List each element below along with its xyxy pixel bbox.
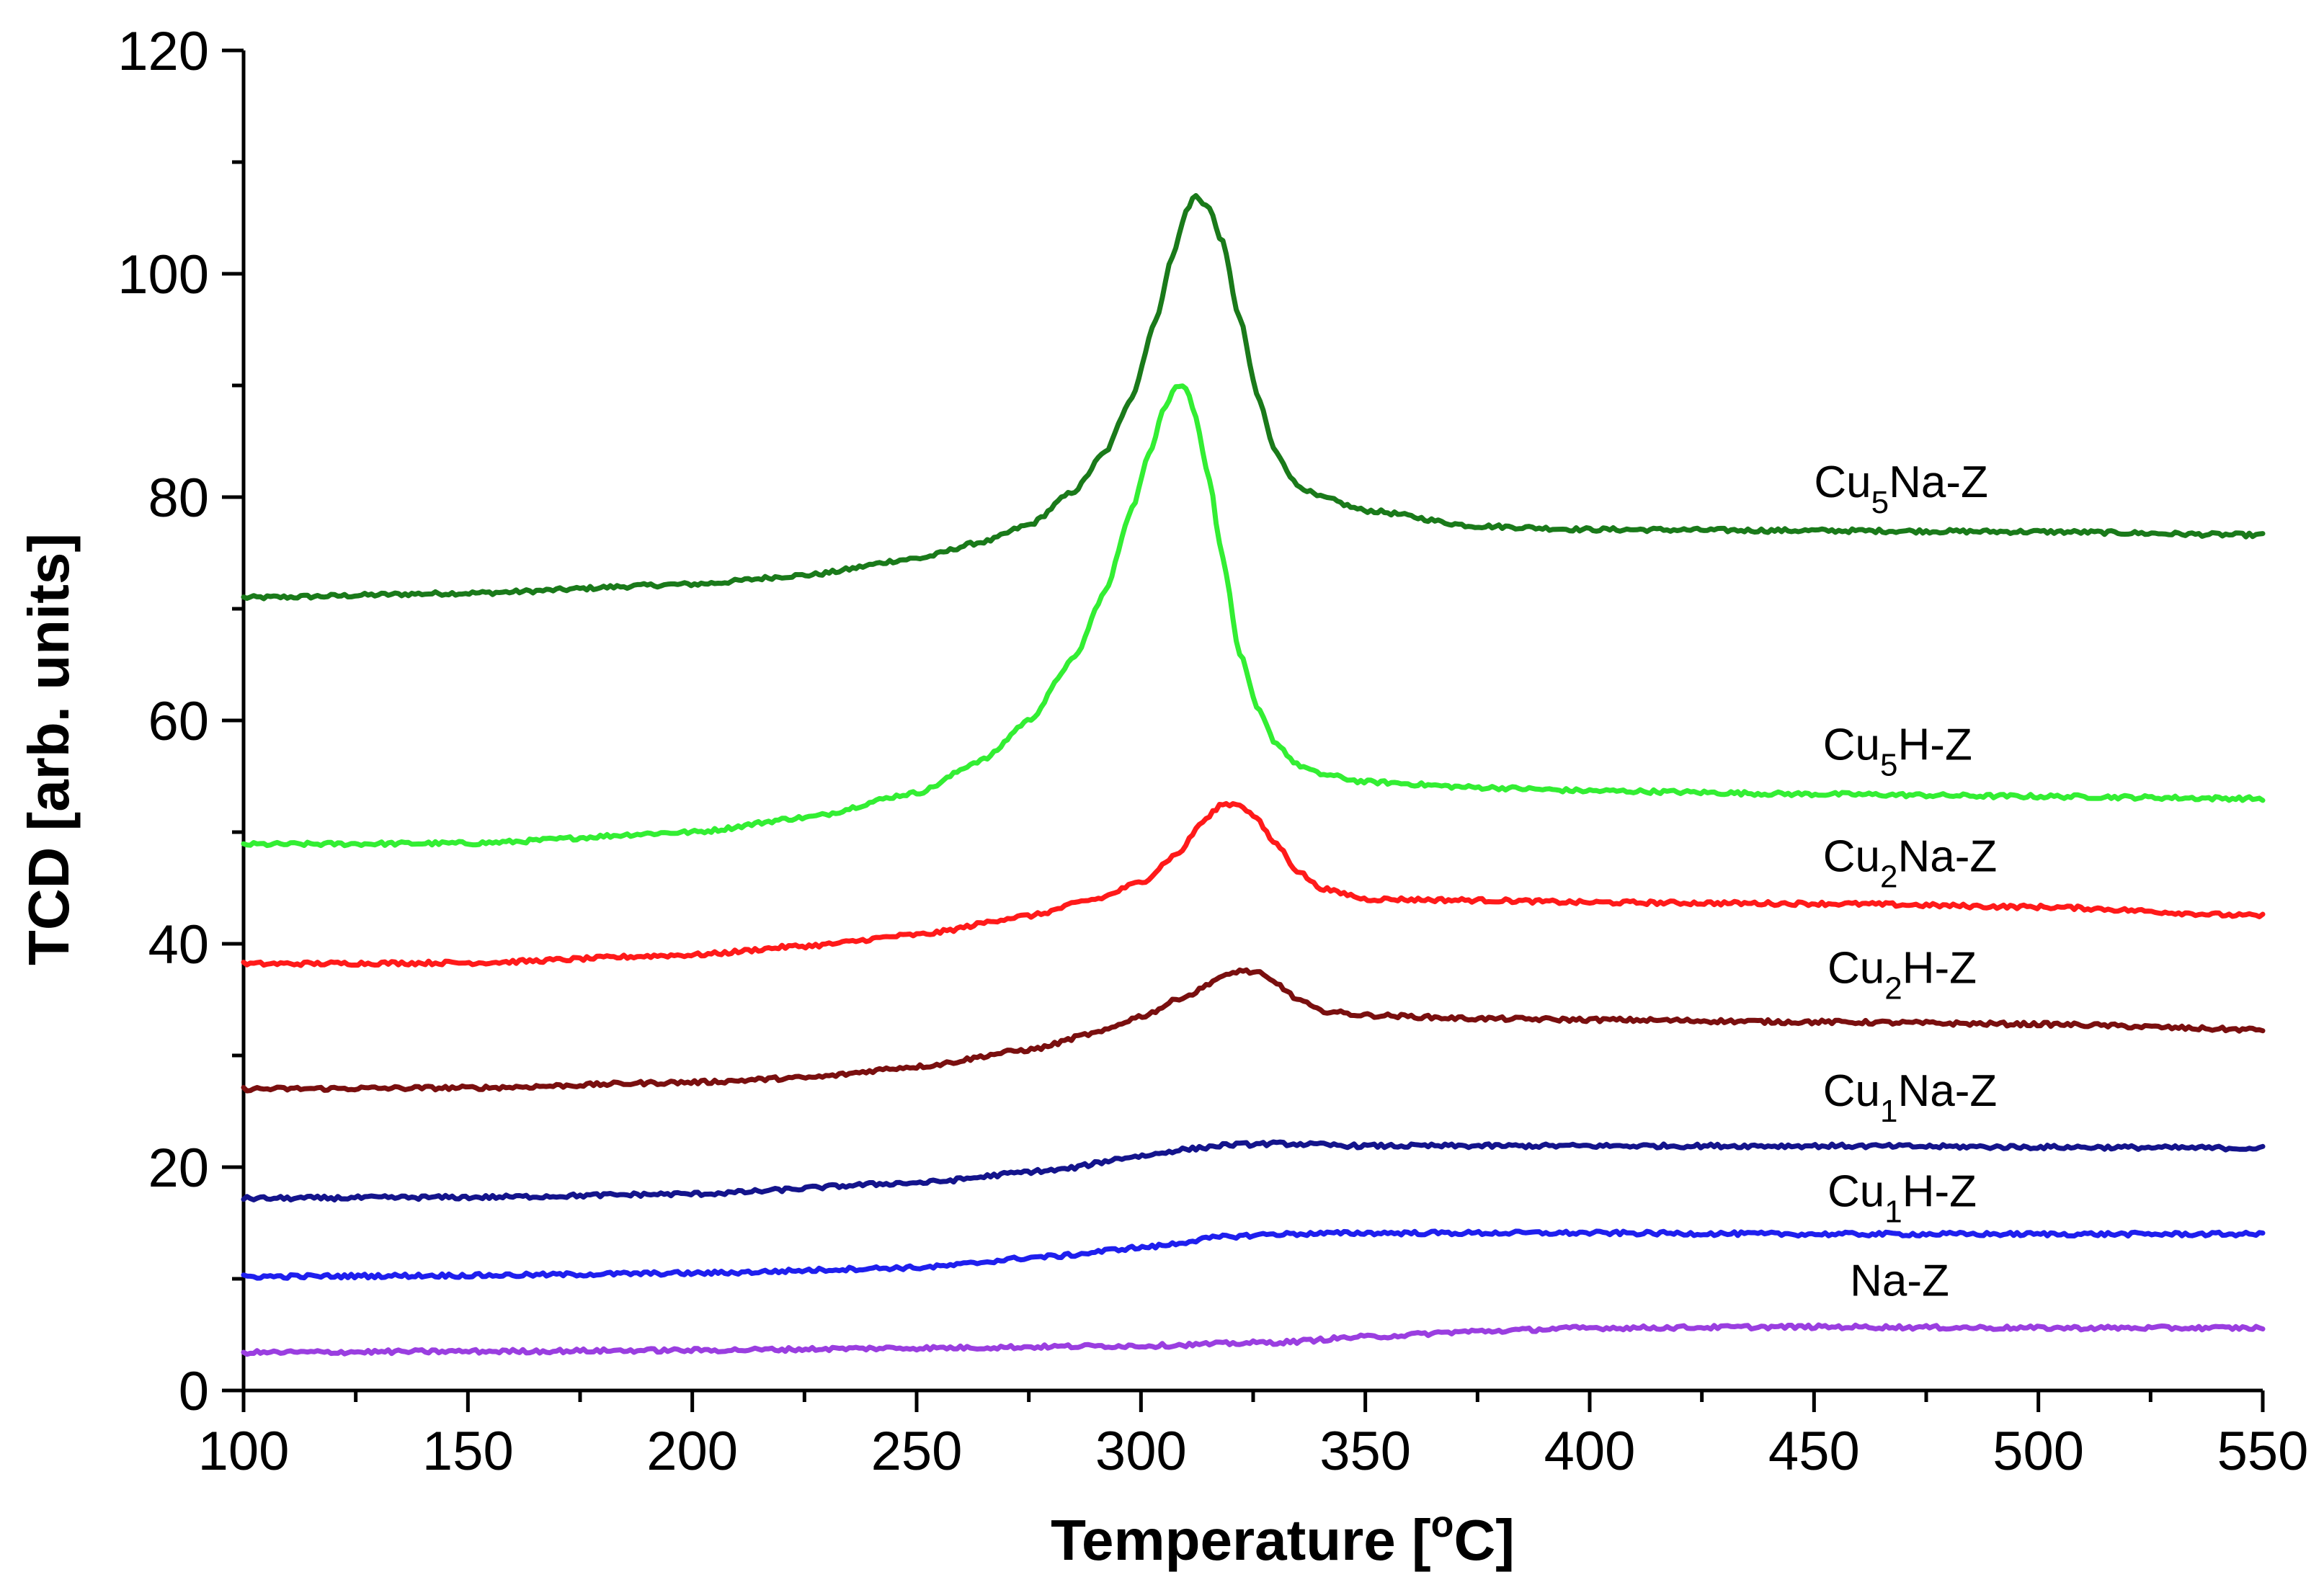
- series-labels: Cu5Na-ZCu5H-ZCu2Na-ZCu2H-ZCu1Na-ZCu1H-ZN…: [1814, 457, 1997, 1305]
- series-group: [241, 193, 2266, 1357]
- series-line-cu2h-z: [241, 967, 2266, 1094]
- series-label-base: Na-Z: [1850, 1256, 1949, 1305]
- series-label-rest: H-Z: [1902, 1166, 1977, 1216]
- series-label-subscript: 2: [1880, 859, 1897, 894]
- series-label-rest: Na-Z: [1898, 831, 1998, 881]
- series-label-subscript: 1: [1884, 1194, 1902, 1229]
- series-label-base: Cu: [1827, 943, 1884, 993]
- x-axis-title-superscript: o: [1431, 1504, 1454, 1545]
- series-label-rest: Na-Z: [1898, 1066, 1998, 1116]
- y-tick-label: 0: [179, 1361, 209, 1422]
- series-label-cu5na-z: Cu5Na-Z: [1814, 457, 1988, 520]
- y-axis-title: TCD [arb. units]: [17, 533, 81, 965]
- x-tick-label: 500: [1993, 1421, 2084, 1482]
- x-tick-label: 400: [1544, 1421, 1636, 1482]
- series-label-base: Cu: [1823, 720, 1880, 769]
- series-label-cu2h-z: Cu2H-Z: [1827, 943, 1977, 1006]
- series-label-subscript: 5: [1880, 747, 1897, 782]
- series-label-rest: H-Z: [1902, 943, 1977, 993]
- y-tick-label: 40: [148, 914, 209, 975]
- series-label-subscript: 2: [1884, 970, 1902, 1006]
- series-label-base: Cu: [1814, 457, 1871, 507]
- series-label-cu5h-z: Cu5H-Z: [1823, 720, 1972, 782]
- y-tick-label: 20: [148, 1138, 209, 1199]
- y-tick-label: 60: [148, 691, 209, 752]
- series-line-cu1h-z: [241, 1228, 2266, 1281]
- series-label-rest: Na-Z: [1889, 457, 1988, 507]
- series-label-na-z: Na-Z: [1850, 1256, 1949, 1305]
- series-line-cu5na-z: [241, 193, 2266, 602]
- series-label-base: Cu: [1823, 831, 1880, 881]
- series-label-rest: H-Z: [1898, 720, 1972, 769]
- x-tick-label: 550: [2217, 1421, 2309, 1482]
- y-tick-label: 100: [117, 244, 209, 305]
- series-label-base: Cu: [1823, 1066, 1880, 1116]
- series-line-cu5h-z: [241, 383, 2266, 849]
- series-line-cu2na-z: [241, 800, 2266, 968]
- y-tick-label: 120: [117, 21, 209, 82]
- series-line-cu1na-z: [241, 1139, 2266, 1202]
- x-tick-label: 200: [646, 1421, 738, 1482]
- series-label-subscript: 5: [1871, 485, 1889, 520]
- x-tick-label: 450: [1768, 1421, 1860, 1482]
- axes: 100 150 200 250 300 350 400 450 500 550 0 20 40 60 80…: [117, 21, 2308, 1482]
- y-tick-label: 80: [148, 468, 209, 529]
- x-tick-label: 100: [198, 1421, 290, 1482]
- series-label-base: Cu: [1827, 1166, 1884, 1216]
- series-label-cu1h-z: Cu1H-Z: [1827, 1166, 1977, 1229]
- series-line-na-z: [241, 1322, 2266, 1357]
- x-tick-label: 350: [1319, 1421, 1411, 1482]
- series-label-cu2na-z: Cu2Na-Z: [1823, 831, 1998, 894]
- x-axis-title: Temperature [oC]: [1051, 1504, 1515, 1572]
- x-axis-title-main: Temperature [: [1051, 1508, 1431, 1572]
- x-tick-label: 150: [422, 1421, 514, 1482]
- x-tick-label: 300: [1095, 1421, 1187, 1482]
- x-tick-label: 250: [871, 1421, 963, 1482]
- y-ticks: 0 20 40 60 80 100 120: [117, 21, 244, 1422]
- series-label-cu1na-z: Cu1Na-Z: [1823, 1066, 1998, 1129]
- x-ticks: 100 150 200 250 300 350 400 450 500 550: [198, 1390, 2309, 1482]
- x-axis-title-tail: C]: [1453, 1508, 1514, 1572]
- series-label-subscript: 1: [1880, 1094, 1897, 1129]
